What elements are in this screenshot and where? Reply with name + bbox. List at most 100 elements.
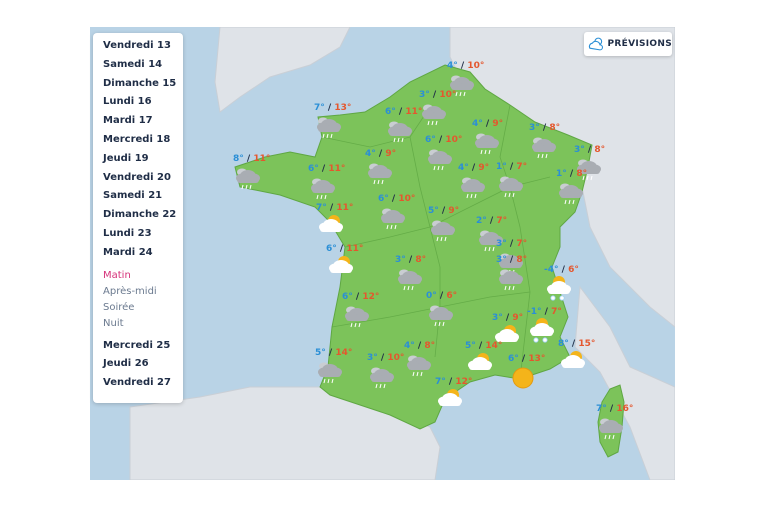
city-temps: 8° / 11° (233, 154, 270, 164)
rain-cloud-icon (422, 104, 446, 126)
day-item[interactable]: Vendredi 13 (103, 40, 171, 51)
temp-min: 2° (476, 216, 487, 226)
day-item[interactable]: Dimanche 15 (103, 77, 177, 89)
temp-min: 7° (596, 404, 607, 414)
day-item[interactable]: Mardi 17 (103, 115, 153, 127)
temp-min: 5° (315, 348, 326, 358)
temp-separator: / (326, 203, 337, 213)
temp-separator: / (539, 123, 550, 133)
day-item[interactable]: Samedi 14 (103, 58, 163, 70)
temp-max: 12° (455, 377, 473, 387)
day-item[interactable]: Mercredi 25 (103, 339, 171, 351)
city-temps: 7° / 11° (316, 203, 353, 213)
uk-land (214, 27, 351, 113)
city-temps: 3° / 8° (496, 255, 527, 265)
city-temps: 7° / 12° (435, 377, 472, 387)
temp-min: 6° (508, 354, 519, 364)
region-border (321, 106, 431, 148)
city-temps: 6° / 13° (508, 354, 545, 364)
rain-cloud-icon (345, 306, 369, 328)
temp-max: 10° (398, 194, 416, 204)
rain-cloud-icon (577, 159, 601, 181)
day-item[interactable]: Lundi 23 (103, 227, 152, 239)
previsions-button[interactable]: PRÉVISIONS (584, 32, 672, 56)
day-item[interactable]: Mercredi 18 (103, 133, 171, 145)
temp-min: 3° (574, 145, 585, 155)
temp-min: 8° (558, 339, 569, 349)
temp-separator: / (506, 162, 517, 172)
sun-snow-icon (530, 318, 554, 343)
temp-max: 15° (578, 339, 596, 349)
period-nuit[interactable]: Nuit (103, 317, 124, 329)
region-border (499, 104, 531, 380)
rain-cloud-icon (431, 220, 455, 242)
day-item[interactable]: Vendredi 20 (103, 171, 171, 183)
city-temps: 4° / 8° (404, 341, 435, 351)
temp-separator: / (518, 354, 529, 364)
temp-max: 7° (516, 239, 528, 249)
city-temps: 6° / 12° (342, 292, 379, 302)
temp-min: 6° (378, 194, 389, 204)
temp-min: 4° (458, 163, 469, 173)
temp-separator: / (375, 149, 386, 159)
city-temps: 8° / 15° (558, 339, 595, 349)
temp-min: 4° (447, 61, 458, 71)
sun-cloud-icon (438, 389, 462, 406)
temp-separator: / (438, 206, 449, 216)
temp-min: 8° (233, 154, 244, 164)
city-temps: 3° / 8° (529, 123, 560, 133)
temp-separator: / (435, 135, 446, 145)
day-item-selected[interactable]: Mardi 24 (103, 246, 153, 258)
city-temps: 4° / 9° (472, 119, 503, 129)
temp-min: 5° (465, 341, 476, 351)
map-frame[interactable]: 4° / 10° 7° / 13° 6° / 11° 3° / 10° 4° / 9° 3… (90, 27, 675, 480)
city-temps: 3° / 9° (492, 313, 523, 323)
sun-cloud-icon (495, 325, 519, 342)
temp-min: 1° (496, 162, 507, 172)
temp-separator: / (429, 90, 440, 100)
rain-cloud-icon (499, 269, 523, 291)
rain-cloud-icon (368, 163, 392, 185)
temp-max: 8° (424, 341, 436, 351)
rain-cloud-icon (318, 362, 342, 384)
rain-cloud-icon (428, 149, 452, 171)
day-item[interactable]: Vendredi 27 (103, 377, 171, 389)
temp-min: 4° (472, 119, 483, 129)
sun-cloud-icon (468, 353, 492, 370)
day-item[interactable]: Jeudi 19 (103, 152, 149, 164)
period-apres-midi[interactable]: Après-midi (103, 285, 157, 297)
temp-separator: / (352, 292, 363, 302)
city-temps: -1° / 7° (527, 307, 562, 317)
temp-separator: / (475, 341, 486, 351)
temp-separator: / (405, 255, 416, 265)
temp-separator: / (457, 61, 468, 71)
temp-separator: / (568, 339, 579, 349)
period-matin[interactable]: Matin (103, 269, 131, 281)
temp-min: -1° (527, 307, 542, 317)
temp-max: 7° (516, 162, 528, 172)
temp-max: 16° (616, 404, 634, 414)
temp-min: 6° (342, 292, 353, 302)
sun-cloud-icon (329, 256, 353, 273)
temp-min: 6° (425, 135, 436, 145)
temp-min: 3° (529, 123, 540, 133)
day-item[interactable]: Jeudi 26 (103, 358, 149, 370)
temp-max: 8° (594, 145, 606, 155)
day-item[interactable]: Samedi 21 (103, 190, 163, 202)
temp-min: 3° (367, 353, 378, 363)
temp-separator: / (414, 341, 425, 351)
temp-separator: / (324, 103, 335, 113)
temp-min: 1° (556, 169, 567, 179)
temp-separator: / (584, 145, 595, 155)
temp-separator: / (606, 404, 617, 414)
city-temps: 6° / 11° (326, 244, 363, 254)
rain-cloud-icon (599, 418, 623, 440)
day-item[interactable]: Dimanche 22 (103, 209, 177, 221)
period-soiree[interactable]: Soirée (103, 301, 135, 313)
rain-cloud-icon (559, 183, 583, 205)
day-item[interactable]: Lundi 16 (103, 96, 152, 108)
temp-separator: / (541, 307, 552, 317)
sun-icon (512, 367, 534, 389)
temp-max: 7° (496, 216, 508, 226)
temp-separator: / (318, 164, 329, 174)
